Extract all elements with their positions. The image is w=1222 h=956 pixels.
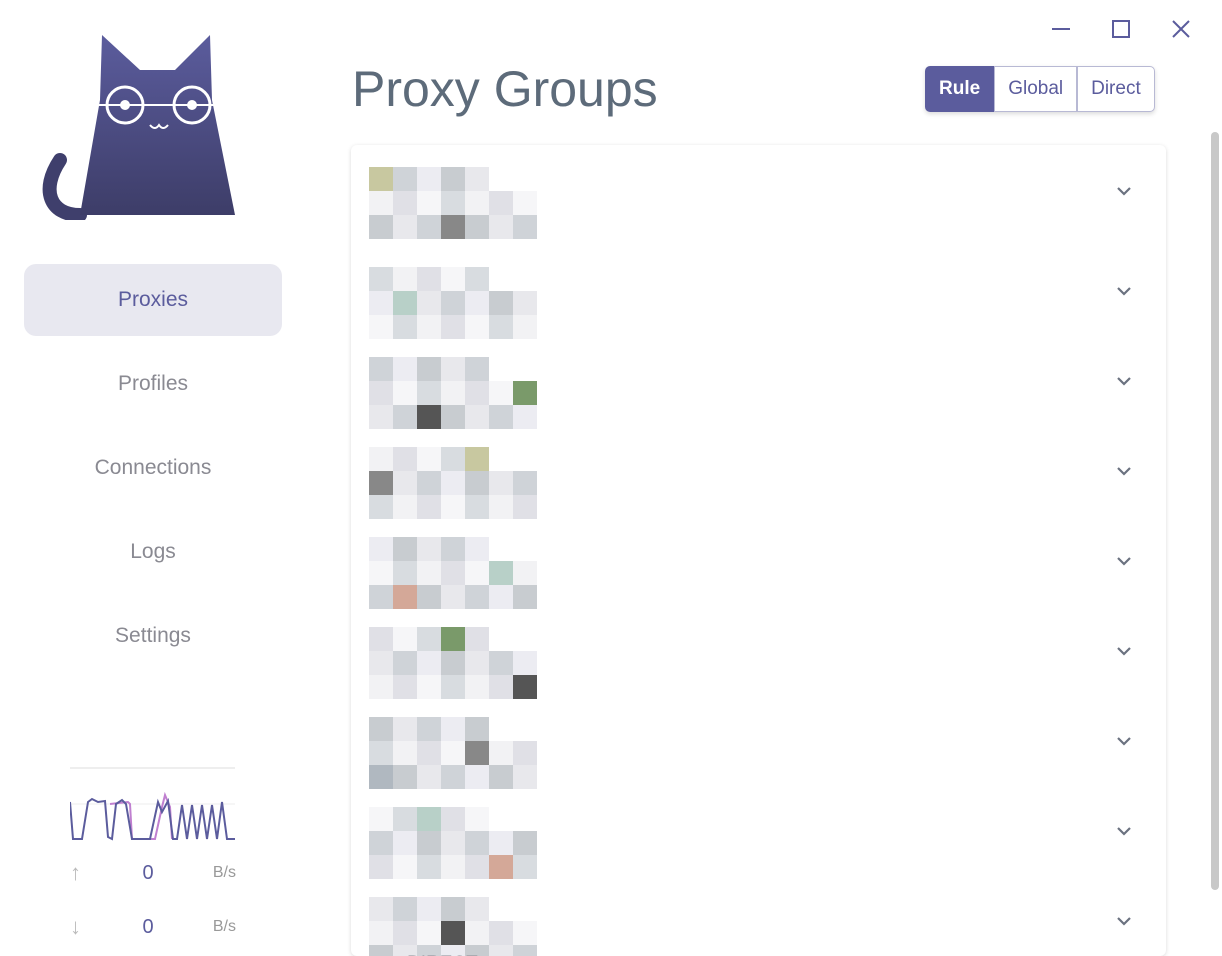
proxy-group-row[interactable]: DIRECT <box>351 875 1166 956</box>
proxy-group-row[interactable] <box>351 605 1166 699</box>
mode-direct-button[interactable]: Direct <box>1077 66 1155 112</box>
sidebar-item-logs[interactable]: Logs <box>130 540 176 563</box>
proxy-group-row[interactable] <box>351 145 1166 239</box>
sidebar-item-profiles[interactable]: Profiles <box>117 372 189 395</box>
traffic-graph <box>70 767 235 841</box>
proxy-group-row[interactable] <box>351 425 1166 519</box>
mode-global-button[interactable]: Global <box>994 66 1078 112</box>
page-title: Proxy Groups <box>352 61 658 117</box>
minimize-button[interactable] <box>1046 14 1076 44</box>
selected-proxy: DIRECT <box>375 953 478 956</box>
close-icon <box>1172 20 1190 38</box>
upload-line <box>70 797 235 841</box>
cat-logo <box>42 35 235 220</box>
chevron-down-icon[interactable] <box>1114 641 1134 666</box>
proxy-group-row[interactable] <box>351 695 1166 789</box>
chevron-down-icon[interactable] <box>1114 731 1134 756</box>
minimize-icon <box>1052 28 1070 30</box>
chevron-down-icon[interactable] <box>1114 911 1134 936</box>
chevron-down-icon[interactable] <box>1114 821 1134 846</box>
sidebar-item-settings[interactable]: Settings <box>115 624 191 647</box>
close-button[interactable] <box>1166 14 1196 44</box>
mode-selector: Rule Global Direct <box>925 66 1155 112</box>
proxy-group-row[interactable] <box>351 515 1166 609</box>
proxy-group-row[interactable] <box>351 335 1166 429</box>
sidebar-item-connections[interactable]: Connections <box>94 456 212 479</box>
chevron-down-icon[interactable] <box>1114 281 1134 306</box>
chevron-down-icon[interactable] <box>1114 551 1134 576</box>
upload-speed: ↑ 0 B/s <box>70 860 236 885</box>
maximize-button[interactable] <box>1106 14 1136 44</box>
sidebar-item-proxies[interactable]: Proxies <box>24 264 282 336</box>
scrollbar[interactable] <box>1211 132 1219 890</box>
mode-rule-button[interactable]: Rule <box>925 66 995 112</box>
proxy-group-row[interactable] <box>351 785 1166 879</box>
proxy-group-list: DIRECT <box>351 145 1166 956</box>
chevron-down-icon[interactable] <box>1114 181 1134 206</box>
arrow-down-icon: ↓ <box>70 914 81 939</box>
maximize-icon <box>1112 20 1130 38</box>
proxy-group-row[interactable] <box>351 245 1166 339</box>
download-speed: ↓ 0 B/s <box>70 914 236 939</box>
arrow-up-icon: ↑ <box>70 860 81 885</box>
chevron-down-icon[interactable] <box>1114 371 1134 396</box>
chevron-down-icon[interactable] <box>1114 461 1134 486</box>
